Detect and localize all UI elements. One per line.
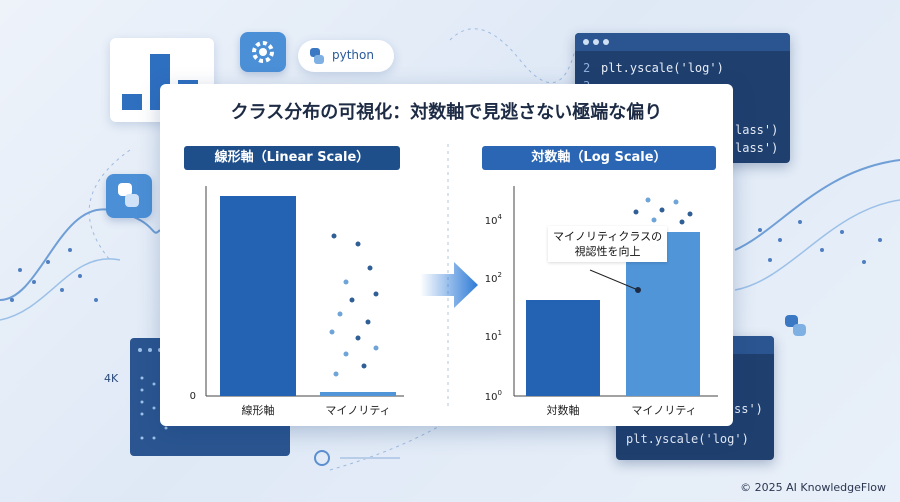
minority-scatter (633, 197, 693, 225)
scatter-point (355, 241, 361, 247)
scatter-point (349, 297, 355, 303)
y-tick-label: 101 (485, 329, 502, 343)
scatter-point (343, 279, 349, 285)
linear-scale-chart: 0 (190, 186, 404, 402)
annotation-leader (589, 269, 639, 291)
python-tile (106, 174, 152, 218)
scatter-point (333, 371, 339, 377)
scatter-point (659, 207, 665, 213)
annotation-line: 視認性を向上 (574, 245, 641, 258)
annotation-point (635, 287, 641, 293)
line-number: 2 (583, 61, 591, 75)
python-badge: python (298, 40, 394, 72)
code-line: ss') (734, 402, 763, 416)
y-tick-label: 0 (190, 391, 196, 402)
gear-icon (252, 41, 274, 63)
y-tick-label: 104 (485, 213, 503, 227)
code-line: lass') (735, 141, 779, 155)
x-tick-label: マイノリティ (325, 404, 391, 417)
log-scale-header: 対数軸（Log Scale） (482, 146, 716, 170)
copyright-footer: © 2025 AI KnowledgeFlow (740, 481, 886, 494)
main-card: クラス分布の可視化：対数軸で見逃さない極端な偏り 線形軸（Linear Scal… (160, 84, 733, 426)
scatter-point (645, 197, 651, 203)
scatter-point (687, 211, 693, 217)
scatter-point (633, 209, 639, 215)
scatter-point (361, 363, 367, 369)
right-arrow-icon (420, 262, 478, 308)
gear-tile (240, 32, 286, 72)
x-tick-label: マイノリティ (631, 404, 697, 417)
x-tick-label: 線形軸 (241, 404, 275, 417)
scatter-point (331, 233, 337, 239)
code-line: plt.yscale('log') (626, 432, 749, 446)
chart-annotation: マイノリティクラスの 視認性を向上 (548, 226, 668, 262)
scatter-point (373, 291, 379, 297)
minority-scatter (329, 233, 379, 377)
page-title: クラス分布の可視化：対数軸で見逃さない極端な偏り (230, 102, 663, 123)
scatter-point (373, 345, 379, 351)
python-logo-icon (310, 48, 324, 64)
panel-divider (447, 144, 449, 406)
y-tick-label: 100 (485, 389, 502, 403)
y-tick-label: 102 (485, 271, 502, 285)
code-line: lass') (735, 123, 779, 137)
scatter-point (329, 329, 335, 335)
linear-scale-header: 線形軸（Linear Scale） (184, 146, 400, 170)
scatter-point (343, 351, 349, 357)
python-logo-icon (785, 315, 806, 336)
python-badge-label: python (332, 48, 374, 62)
scatter-point (679, 219, 685, 225)
python-logo-icon (118, 183, 139, 207)
scatter-point (651, 217, 657, 223)
bar-minority (320, 392, 396, 396)
bar-majority (526, 300, 600, 396)
code-line: plt.yscale('log') (601, 61, 724, 75)
log-scale-chart: 104 102 101 100 (485, 186, 718, 403)
dot-matrix-graphic (138, 348, 168, 440)
scatter-point (365, 319, 371, 325)
scatter-point (673, 199, 679, 205)
annotation-line: マイノリティクラスの (553, 230, 663, 243)
scatter-point (367, 265, 373, 271)
scatter-point (355, 335, 361, 341)
x-tick-label: 対数軸 (546, 404, 580, 417)
bar-majority (220, 196, 296, 396)
scatter-point (337, 311, 343, 317)
side-label: 4K (104, 372, 119, 385)
